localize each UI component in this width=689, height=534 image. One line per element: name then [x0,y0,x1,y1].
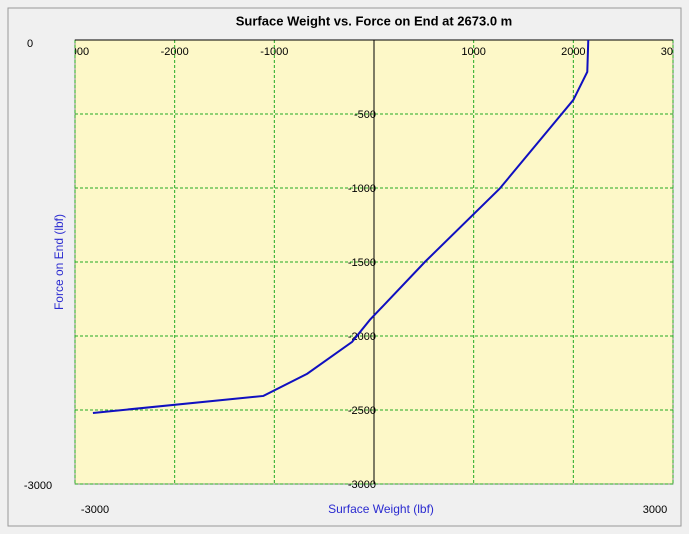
y-tick-label: -3000 [348,479,376,491]
y-tick-label: -2500 [348,405,376,417]
chart-title: Surface Weight vs. Force on End at 2673.… [236,13,512,28]
x-limit-label: 3000 [643,504,667,516]
x-limit-label: -3000 [81,504,109,516]
x-tick-label: -3000 [61,46,89,58]
x-tick-label: 3000 [661,46,685,58]
y-tick-label: -1000 [348,183,376,195]
x-axis-label: Surface Weight (lbf) [328,502,434,516]
y-tick-label: -1500 [348,257,376,269]
y-limit-label: -3000 [24,480,52,492]
y-axis-label: Force on End (lbf) [52,214,66,310]
y-limit-label: 0 [27,38,33,50]
data-line [92,39,590,414]
y-tick-label: -500 [354,109,376,121]
